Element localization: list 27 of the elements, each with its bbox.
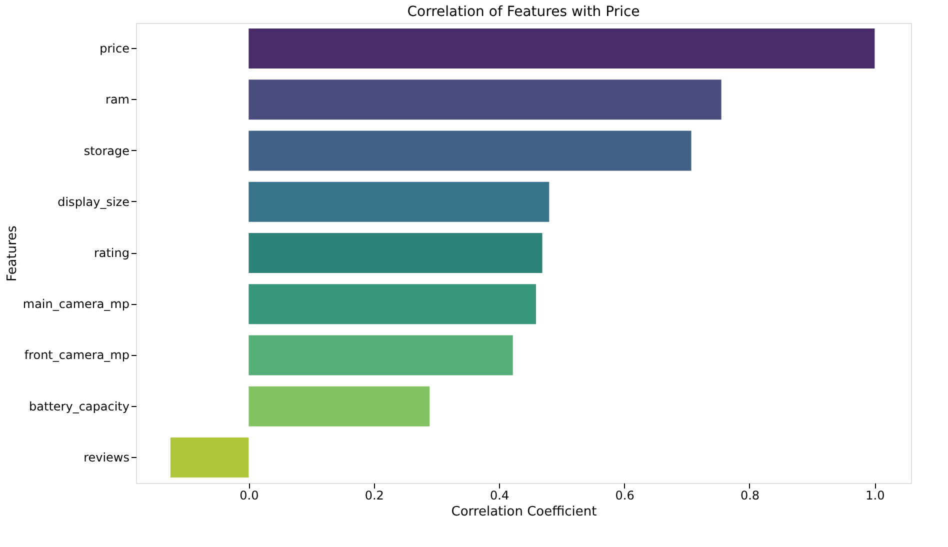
bar [248, 335, 513, 376]
y-tick-label: storage [84, 144, 130, 158]
x-tick-label: 0.4 [490, 488, 510, 502]
x-tick-label: 0.2 [364, 488, 384, 502]
y-tick-label: rating [94, 246, 130, 260]
y-tick-label: battery_capacity [29, 399, 130, 414]
y-tick-label: price [100, 42, 130, 56]
y-axis-title: Features [4, 225, 20, 282]
bar [248, 80, 722, 120]
x-tick-label: 0.6 [615, 488, 634, 502]
x-tick-label: 0.0 [240, 488, 259, 502]
y-tick-label: reviews [84, 450, 130, 464]
x-tick-label: 0.8 [740, 488, 760, 502]
y-tick-label: display_size [58, 194, 130, 209]
bar [248, 284, 536, 324]
bar [170, 437, 249, 478]
bar [248, 233, 542, 273]
x-axis-title: Correlation Coefficient [451, 504, 597, 520]
chart-title: Correlation of Features with Price [407, 4, 640, 20]
bar [248, 28, 875, 69]
y-tick-label: ram [106, 92, 130, 107]
y-tick-label: front_camera_mp [24, 348, 130, 362]
bar [248, 386, 430, 426]
x-tick-label: 1.0 [866, 488, 885, 502]
bar [248, 130, 692, 171]
y-tick-label: main_camera_mp [22, 297, 130, 312]
bar [248, 182, 550, 222]
